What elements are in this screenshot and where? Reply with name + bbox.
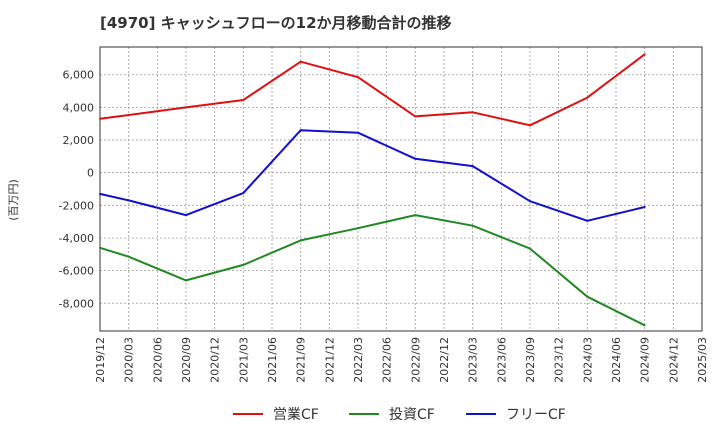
data-point [471,111,474,114]
x-tick-label: 2023/03 [467,337,480,383]
data-point [529,200,531,203]
series-line-3 [99,129,645,222]
x-tick-label: 2021/06 [266,337,279,383]
x-tick-label: 2020/12 [209,337,222,383]
x-tick-label: 2023/12 [553,337,566,383]
data-point [529,124,531,127]
x-tick-label: 2025/03 [696,337,709,383]
x-tick-label: 2020/06 [151,337,164,383]
data-point [586,295,589,298]
data-point [185,279,187,282]
y-tick-label: -4,000 [59,232,94,245]
data-point [586,219,589,222]
y-tick-label: -2,000 [59,199,94,212]
data-point [127,199,130,202]
data-point [643,53,646,56]
x-tick-label: 2024/06 [610,337,623,383]
data-point [99,117,101,120]
x-tick-label: 2021/12 [323,337,336,383]
data-point [414,115,417,118]
x-tick-label: 2020/03 [123,337,136,383]
legend-label: フリーCF [506,407,566,423]
data-point [586,96,589,99]
x-tick-label: 2022/12 [438,337,451,383]
data-point [242,263,245,266]
data-point [414,157,417,160]
data-point [471,165,474,168]
data-point [414,214,417,217]
x-tick-label: 2021/03 [237,337,250,383]
data-point [357,227,359,230]
data-point [643,205,646,208]
legend-label: 投資CF [389,407,435,423]
data-point [529,247,531,250]
data-point [99,192,101,195]
x-tick-label: 2023/09 [524,337,537,383]
x-tick-label: 2024/09 [639,337,652,383]
data-point [299,129,302,132]
x-tick-label: 2023/06 [495,337,508,383]
x-tick-label: 2020/09 [180,337,193,383]
data-point [357,76,359,79]
grid [99,47,703,331]
y-tick-label: 2,000 [63,134,95,147]
legend: 営業CF 投資CF フリーCF [233,407,566,423]
x-tick-label: 2019/12 [94,337,107,383]
x-tick-label: 2021/09 [295,337,308,383]
x-tick-label: 2022/03 [352,337,365,383]
data-point [99,246,101,249]
data-point [127,255,130,258]
data-point [185,106,187,109]
x-tick-label: 2024/03 [581,337,594,383]
x-tick-label: 2022/06 [381,337,394,383]
y-axis-label: (百万円) [7,179,20,221]
data-point [299,60,302,63]
data-point [471,224,474,227]
series-line-1 [99,53,646,127]
data-point [357,131,359,134]
data-point [185,214,187,217]
chart-title: [4970] キャッシュフローの12か月移動合計の推移 [100,14,452,32]
data-point [242,192,245,195]
series-lines [99,53,646,327]
data-point [242,99,245,102]
data-point [299,239,302,242]
y-tick-label: 6,000 [63,69,95,82]
x-tick-label: 2022/09 [409,337,422,383]
x-tick-label: 2024/12 [667,337,680,383]
series-line-2 [99,214,646,327]
y-tick-label: -6,000 [59,265,94,278]
y-axis-ticks: -8,000 -6,000 -4,000 -2,000 0 2,000 4,000 6,000 [59,69,94,311]
legend-label: 営業CF [273,407,319,423]
y-tick-label: -8,000 [59,297,94,310]
plot-area-frame [99,46,703,332]
y-tick-label: 0 [87,167,94,180]
x-axis-ticks: 2019/12 2020/03 2020/06 2020/09 2020/12 2021/… [94,337,709,383]
y-tick-label: 4,000 [63,101,95,114]
data-point [643,324,646,327]
